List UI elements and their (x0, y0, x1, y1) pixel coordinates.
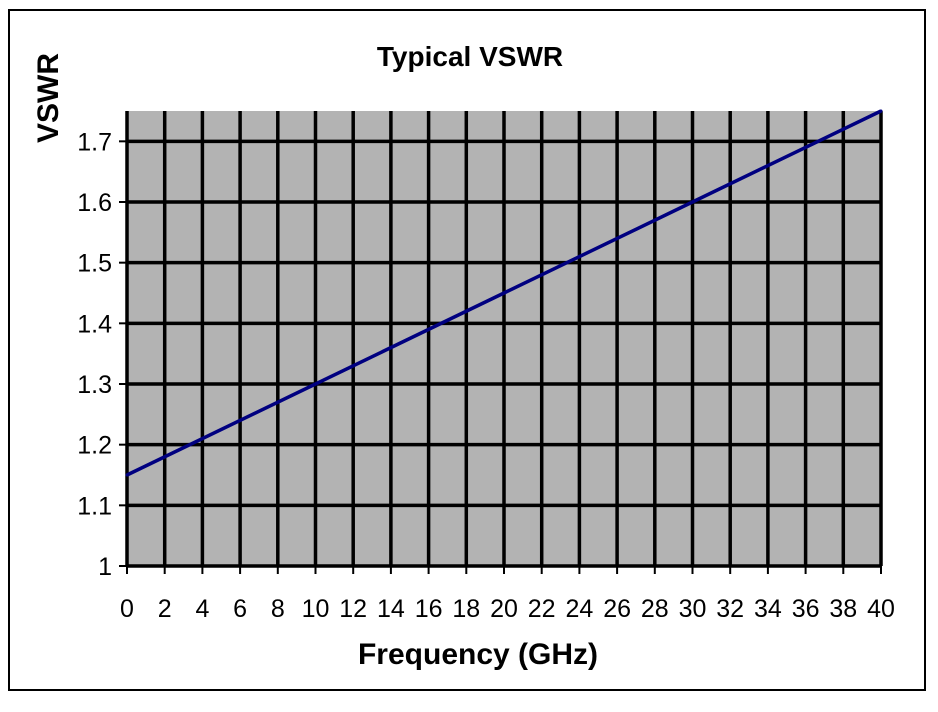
x-tick-label: 18 (452, 595, 480, 623)
series-point (879, 109, 883, 113)
series-point (502, 291, 506, 295)
x-tick-label: 26 (603, 595, 631, 623)
x-tick-label: 4 (195, 595, 209, 623)
x-tick-label: 0 (120, 595, 134, 623)
x-tick-label: 6 (233, 595, 247, 623)
x-tick-label: 8 (271, 595, 285, 623)
chart-title: Typical VSWR (377, 41, 563, 72)
x-tick-label: 10 (302, 595, 330, 623)
series-point (691, 200, 694, 204)
x-axis-ticks (126, 566, 882, 574)
y-tick-label: 1.6 (77, 189, 112, 217)
y-axis-title: VSWR (32, 53, 65, 143)
x-tick-label: 36 (792, 595, 820, 623)
y-tick-label: 1.1 (77, 492, 112, 520)
x-axis-title: Frequency (GHz) (358, 638, 598, 671)
x-tick-label: 24 (565, 595, 593, 623)
x-tick-label: 2 (158, 595, 172, 623)
vertical-gridlines (125, 111, 883, 566)
x-tick-label: 12 (339, 595, 367, 623)
x-tick-label: 16 (415, 595, 443, 623)
y-tick-label: 1.4 (77, 310, 112, 338)
x-tick-label: 32 (716, 595, 744, 623)
x-tick-label: 14 (377, 595, 405, 623)
y-tick-label: 1.5 (77, 250, 112, 278)
x-tick-label: 20 (490, 595, 518, 623)
x-tick-label: 22 (528, 595, 556, 623)
x-tick-label: 38 (829, 595, 857, 623)
x-tick-label: 30 (679, 595, 707, 623)
x-tick-label: 28 (641, 595, 669, 623)
series-layer (125, 109, 883, 477)
y-tick-label: 1 (98, 553, 112, 581)
y-axis-ticks (119, 140, 127, 567)
y-tick-label: 1.2 (77, 432, 112, 460)
x-tick-label: 40 (867, 595, 895, 623)
y-tick-label: 1.3 (77, 371, 112, 399)
series-point (314, 382, 317, 386)
x-axis-tick-labels: 0 2 4 6 8 10 12 14 16 18 20 22 24 26 28 30 32 34 36 38 40 (120, 595, 895, 623)
series-point (125, 473, 129, 477)
y-tick-label: 1.7 (77, 128, 112, 156)
y-axis-tick-labels: 1 1.1 1.2 1.3 1.4 1.5 1.6 1.7 (77, 128, 112, 581)
x-tick-label: 34 (754, 595, 782, 623)
